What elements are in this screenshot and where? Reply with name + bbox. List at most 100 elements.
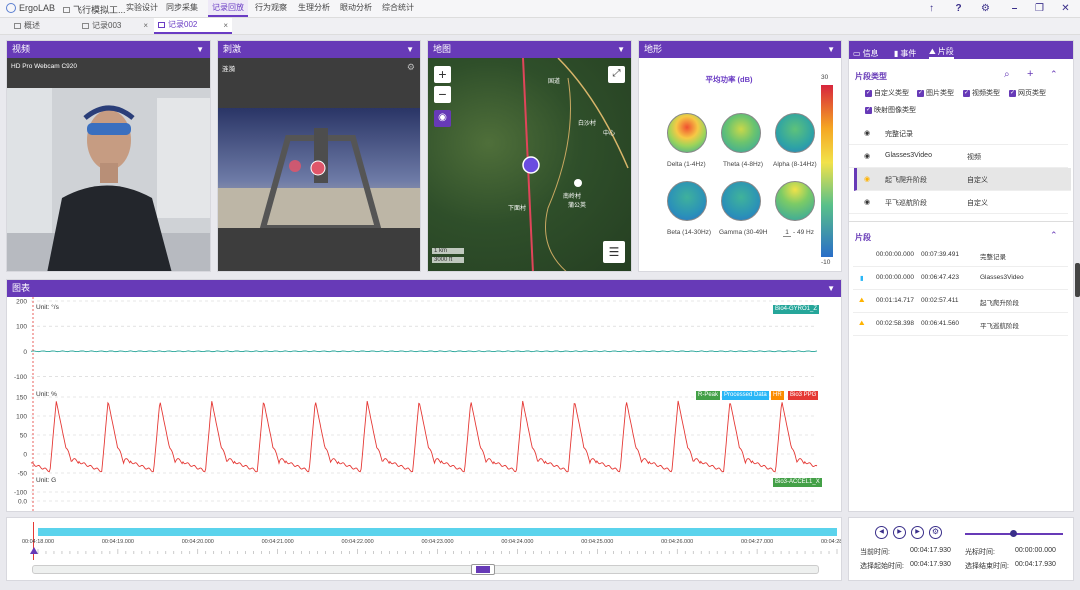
fragment-row[interactable]: 00:00:00.000 00:07:39.491 完整记录 bbox=[853, 244, 1068, 267]
video-viewport[interactable]: HD Pro Webcam C920 bbox=[7, 58, 210, 271]
forward-button[interactable]: ▶ bbox=[911, 526, 924, 539]
selection-start-label: 选择起始时间: bbox=[860, 563, 904, 570]
collapse-icon[interactable]: ⌃ bbox=[1050, 230, 1058, 240]
segment-type-row[interactable]: ◉ Glasses3Video 视频 bbox=[849, 145, 1068, 168]
rewind-button[interactable]: ◀ bbox=[875, 526, 888, 539]
locate-button[interactable]: ◉ bbox=[434, 110, 451, 127]
settings-icon[interactable]: ⚙ bbox=[981, 3, 990, 14]
timeline-track[interactable] bbox=[38, 528, 837, 536]
topomap-delta[interactable] bbox=[667, 113, 707, 153]
menu-sync-acquisition[interactable]: 同步采集 bbox=[166, 3, 198, 12]
check-icon: ✓ bbox=[1009, 89, 1016, 97]
topomap-theta[interactable] bbox=[721, 113, 761, 153]
add-icon[interactable]: + bbox=[1027, 68, 1034, 80]
search-icon[interactable]: ⌕ bbox=[1004, 69, 1010, 80]
segment-type-row[interactable]: ◉ 平飞巡航阶段 自定义 bbox=[849, 191, 1068, 214]
speed-slider-thumb[interactable] bbox=[1010, 530, 1017, 537]
tab-record-002[interactable]: 记录002 × bbox=[154, 18, 232, 34]
close-window-icon[interactable]: ✕ bbox=[1061, 3, 1070, 14]
topomap-gamma[interactable] bbox=[721, 181, 761, 221]
help-icon[interactable]: ? bbox=[955, 3, 962, 14]
video-icon: ▮ bbox=[860, 275, 864, 282]
stimulus-viewport[interactable]: 涟漪 ⚙ bbox=[218, 58, 420, 271]
menu-experiment-design[interactable]: 实验设计 bbox=[126, 3, 158, 12]
dropdown-icon[interactable]: ▼ bbox=[617, 45, 625, 54]
upload-icon[interactable]: ↑ bbox=[929, 3, 934, 14]
legend-ppg[interactable]: Bio3 PPG bbox=[788, 391, 819, 400]
tab-segments[interactable]: ⛰ 片段 bbox=[929, 45, 954, 59]
eye-icon[interactable]: ◉ bbox=[864, 199, 871, 206]
tab-overview[interactable]: 概述 bbox=[10, 18, 70, 34]
timeline-tick-label: 00:04:19.000 bbox=[102, 539, 134, 545]
signal-chart[interactable]: 200 100 0 -100 150 100 50 0 -50 -100 0.0 bbox=[7, 297, 842, 512]
tab-info[interactable]: ▭ 信息 bbox=[853, 45, 879, 62]
close-tab-icon[interactable]: × bbox=[223, 21, 228, 30]
fragment-row[interactable]: ⛰ 00:02:58.398 00:06:41.560 平飞巡航阶段 bbox=[853, 313, 1068, 336]
checkbox-video-type[interactable]: ✓ 视频类型 bbox=[963, 88, 1000, 98]
custom-band-low-input[interactable]: 1 bbox=[783, 229, 791, 237]
project-icon bbox=[63, 6, 70, 13]
eye-icon[interactable]: ◉ bbox=[864, 153, 871, 160]
minimize-icon[interactable]: – bbox=[1011, 3, 1018, 14]
play-button[interactable]: ▶ bbox=[893, 526, 906, 539]
playhead-handle[interactable] bbox=[30, 547, 38, 554]
dropdown-icon[interactable]: ▼ bbox=[827, 284, 835, 293]
checkbox-mapping-type[interactable]: ✓ 映射图像类型 bbox=[865, 105, 916, 115]
window-scrollbar[interactable] bbox=[1075, 263, 1080, 297]
eye-icon[interactable]: ◉ bbox=[864, 176, 871, 183]
satellite-map[interactable]: + − ◉ ⤢ ☰ 国道 中心 下面村 南岭村 蒲公英 白沙村 1 km 300… bbox=[428, 58, 631, 271]
topomap-beta[interactable] bbox=[667, 181, 707, 221]
zoom-in-button[interactable]: + bbox=[434, 66, 451, 83]
checkbox-image-type[interactable]: ✓ 图片类型 bbox=[917, 88, 954, 98]
map-place-label: 中心 bbox=[603, 131, 616, 137]
fragment-end: 00:06:47.423 bbox=[921, 274, 959, 281]
legend-processed-data[interactable]: Processed Data bbox=[722, 391, 769, 400]
unit-label-ppg: Unit: % bbox=[36, 391, 57, 398]
menu-stats[interactable]: 综合统计 bbox=[382, 3, 414, 12]
scroll-thumb[interactable] bbox=[471, 564, 495, 575]
menu-eye-analysis[interactable]: 眼动分析 bbox=[340, 3, 372, 12]
tab-events[interactable]: ▮ 事件 bbox=[894, 45, 916, 62]
gear-icon[interactable]: ⚙ bbox=[406, 62, 415, 72]
gear-icon[interactable]: ⚙ bbox=[929, 526, 942, 539]
timeline-tick-label: 00:04:28.000 bbox=[821, 539, 842, 545]
topomap-alpha[interactable] bbox=[775, 113, 815, 153]
camera-name: HD Pro Webcam C920 bbox=[11, 63, 77, 70]
dropdown-icon[interactable]: ▼ bbox=[827, 45, 835, 54]
check-icon: ✓ bbox=[917, 89, 924, 97]
selection-end: 00:04:17.930 bbox=[1015, 561, 1056, 568]
segment-type-row[interactable]: ◉ 完整记录 bbox=[849, 122, 1068, 145]
legend-r-peak[interactable]: R-Peak bbox=[696, 391, 721, 400]
project-name: 飞行模拟工... bbox=[73, 5, 126, 15]
checkbox-web-type[interactable]: ✓ 网页类型 bbox=[1009, 88, 1046, 98]
project-selector[interactable]: 飞行模拟工... bbox=[63, 3, 126, 16]
eye-icon[interactable]: ◉ bbox=[864, 130, 871, 137]
flag-icon: ▮ bbox=[894, 49, 899, 58]
legend-hr[interactable]: HR bbox=[771, 391, 784, 400]
legend-accel[interactable]: Bio3-ACCEL1_X bbox=[773, 478, 822, 487]
collapse-icon[interactable]: ⌃ bbox=[1050, 69, 1058, 79]
menu-physio-analysis[interactable]: 生理分析 bbox=[298, 3, 330, 12]
dropdown-icon[interactable]: ▼ bbox=[196, 45, 204, 54]
map-place-label: 国道 bbox=[548, 79, 561, 85]
document-tabs: 概述 记录003 × 记录002 × bbox=[0, 18, 1080, 35]
zoom-out-button[interactable]: − bbox=[434, 86, 451, 103]
stimulus-panel-header: 刺激 ▼ bbox=[218, 41, 420, 58]
band-label: Delta (1-4Hz) bbox=[667, 161, 706, 168]
checkbox-custom-type[interactable]: ✓ 自定义类型 bbox=[865, 88, 909, 98]
fragment-row[interactable]: ⛰ 00:01:14.717 00:02:57.411 起飞爬升阶段 bbox=[853, 290, 1068, 313]
restore-icon[interactable]: ❐ bbox=[1035, 3, 1044, 14]
tab-record-003[interactable]: 记录003 × bbox=[78, 18, 152, 34]
overview-scrollbar[interactable] bbox=[32, 565, 819, 574]
close-tab-icon[interactable]: × bbox=[143, 21, 148, 30]
layers-button[interactable]: ☰ bbox=[603, 241, 625, 263]
menu-behavior-observation[interactable]: 行为观察 bbox=[255, 3, 287, 12]
menu-record-playback[interactable]: 记录回放 bbox=[208, 0, 248, 17]
band-label: Theta (4-8Hz) bbox=[723, 161, 764, 168]
dropdown-icon[interactable]: ▼ bbox=[406, 45, 414, 54]
fullscreen-button[interactable]: ⤢ bbox=[608, 66, 625, 83]
legend-gyro[interactable]: Bio4-GYRO1_Z bbox=[773, 305, 820, 314]
fragment-row[interactable]: ▮ 00:00:00.000 00:06:47.423 Glasses3Vide… bbox=[853, 267, 1068, 290]
segment-type-row-selected[interactable]: ◉ 起飞爬升阶段 自定义 bbox=[854, 168, 1071, 191]
topomap-custom[interactable] bbox=[775, 181, 815, 221]
